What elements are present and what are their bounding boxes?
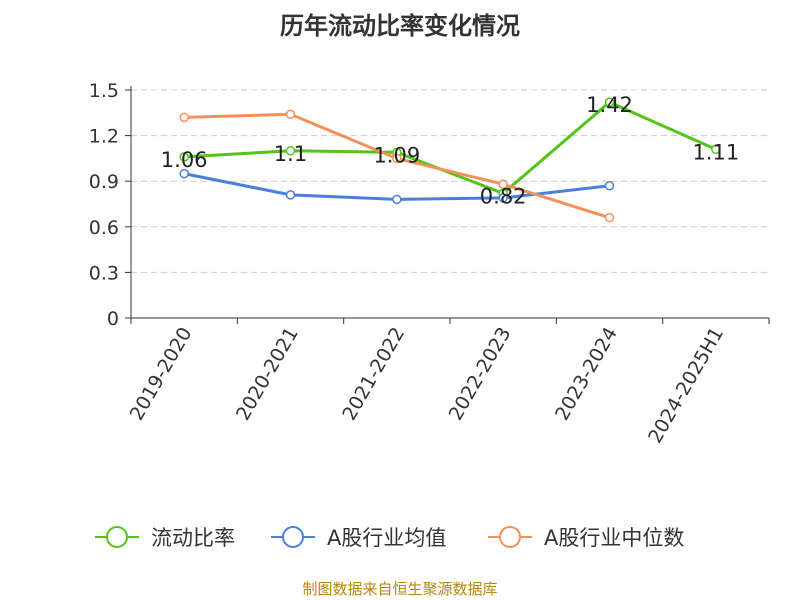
data-point <box>604 212 615 223</box>
data-point <box>285 109 296 120</box>
data-point <box>179 152 189 162</box>
y-tick-label: 0.3 <box>89 262 119 284</box>
legend-label: 流动比率 <box>151 526 235 550</box>
data-point <box>285 190 296 200</box>
y-tick-label: 0.6 <box>89 217 119 239</box>
legend-label: A股行业中位数 <box>544 526 684 550</box>
series-lines <box>179 97 721 223</box>
legend-label: A股行业均值 <box>327 526 446 550</box>
grid-lines <box>131 89 769 273</box>
data-label: 1.09 <box>373 143 420 167</box>
x-tick-label: 2024-2025H1 <box>644 324 728 448</box>
data-point <box>285 146 296 156</box>
data-point <box>179 112 189 123</box>
data-point <box>604 97 615 107</box>
data-point <box>711 144 721 155</box>
legend-marker <box>499 526 521 548</box>
legend-marker <box>106 526 128 548</box>
data-label: 1.06 <box>161 148 208 172</box>
data-point <box>392 194 402 205</box>
x-tick-label: 2023-2024 <box>551 324 622 425</box>
series-line <box>184 100 717 195</box>
y-tick-label: 1.5 <box>89 80 119 102</box>
x-tick-label: 2022-2023 <box>445 323 516 424</box>
data-label: 0.82 <box>480 184 527 208</box>
x-tick-label: 2021-2022 <box>338 324 409 425</box>
y-tick-label: 0 <box>107 308 119 330</box>
y-tick-label: 0.9 <box>89 171 119 193</box>
data-labels: 1.06 1.1 1.09 0.82 1.42 1.11 <box>161 93 739 208</box>
x-tick-label: 2020-2021 <box>232 324 303 425</box>
data-label: 1.11 <box>692 140 739 164</box>
data-point <box>604 181 615 191</box>
legend: 流动比率 A股行业均值 A股行业中位数 <box>95 526 684 550</box>
x-tick-label: 2019-2020 <box>126 324 197 425</box>
y-tick-label: 1.2 <box>89 126 119 148</box>
chart-title: 历年流动比率变化情况 <box>280 12 520 40</box>
data-label: 1.1 <box>274 142 307 166</box>
data-source-note: 制图数据来自恒生聚源数据库 <box>302 580 498 598</box>
data-point <box>498 193 508 203</box>
legend-marker <box>282 526 304 548</box>
data-label: 1.42 <box>586 93 633 117</box>
data-point <box>179 168 189 179</box>
data-point <box>392 153 402 164</box>
data-point <box>498 179 508 189</box>
axes: 0 0.3 0.6 0.9 1.2 1.5 2019-2020 2020-2021 2021-2… <box>89 80 770 448</box>
